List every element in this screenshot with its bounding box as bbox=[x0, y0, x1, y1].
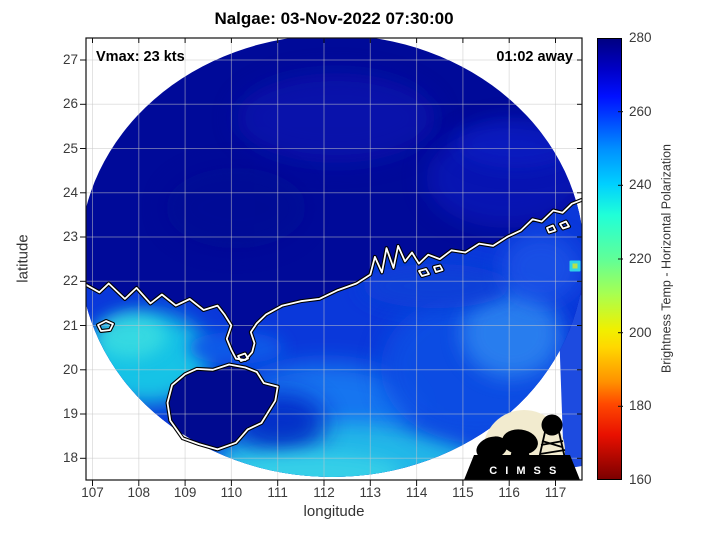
colorbar-tick-label: 200 bbox=[629, 324, 652, 340]
colorbar-label: Brightness Temp - Horizontal Polarizatio… bbox=[659, 143, 674, 374]
vmax-annotation: Vmax: 23 kts bbox=[96, 49, 185, 65]
x-tick-label: 108 bbox=[127, 485, 151, 500]
colorbar bbox=[597, 38, 622, 480]
y-tick-label: 21 bbox=[62, 317, 78, 333]
y-tick-label: 20 bbox=[62, 361, 78, 377]
x-tick-label: 110 bbox=[220, 485, 243, 500]
colorbar-tick-label: 220 bbox=[629, 251, 652, 266]
y-tick-label: 26 bbox=[62, 96, 78, 112]
y-tick-label: 18 bbox=[62, 450, 78, 466]
x-tick-label: 113 bbox=[359, 485, 382, 500]
y-tick-label: 19 bbox=[62, 406, 78, 421]
colorbar-tick-label: 180 bbox=[629, 398, 652, 414]
x-tick-label: 116 bbox=[498, 485, 520, 500]
y-tick-label: 23 bbox=[62, 229, 78, 244]
cimss-logo-text: C I M S S bbox=[489, 465, 559, 477]
x-tick-label: 117 bbox=[544, 485, 567, 500]
plot-title: Nalgae: 03-Nov-2022 07:30:00 bbox=[214, 9, 454, 28]
map-plot-area: C I M S S Vmax: 23 kts 01:02 away bbox=[86, 38, 582, 480]
satellite-swath-image: C I M S S bbox=[86, 38, 582, 480]
colorbar-tick-label: 280 bbox=[629, 30, 652, 45]
colorbar-tick-label: 260 bbox=[629, 103, 652, 119]
x-tick-label: 109 bbox=[173, 485, 197, 500]
bright-spot bbox=[569, 260, 581, 272]
y-tick-label: 22 bbox=[62, 273, 78, 289]
eta-annotation: 01:02 away bbox=[496, 49, 573, 65]
y-tick-label: 24 bbox=[62, 184, 78, 200]
x-tick-label: 107 bbox=[81, 485, 104, 500]
x-tick-label: 115 bbox=[452, 485, 474, 500]
y-tick-label: 27 bbox=[62, 52, 78, 67]
colorbar-tick-label: 160 bbox=[629, 472, 652, 487]
x-tick-label: 114 bbox=[405, 485, 428, 500]
y-tick-label: 25 bbox=[62, 140, 78, 156]
x-tick-label: 111 bbox=[267, 485, 288, 500]
x-axis-label: longitude bbox=[303, 503, 365, 520]
colorbar-tick-label: 240 bbox=[629, 177, 652, 193]
x-tick-label: 112 bbox=[313, 485, 335, 500]
y-axis-label: latitude bbox=[14, 234, 32, 283]
